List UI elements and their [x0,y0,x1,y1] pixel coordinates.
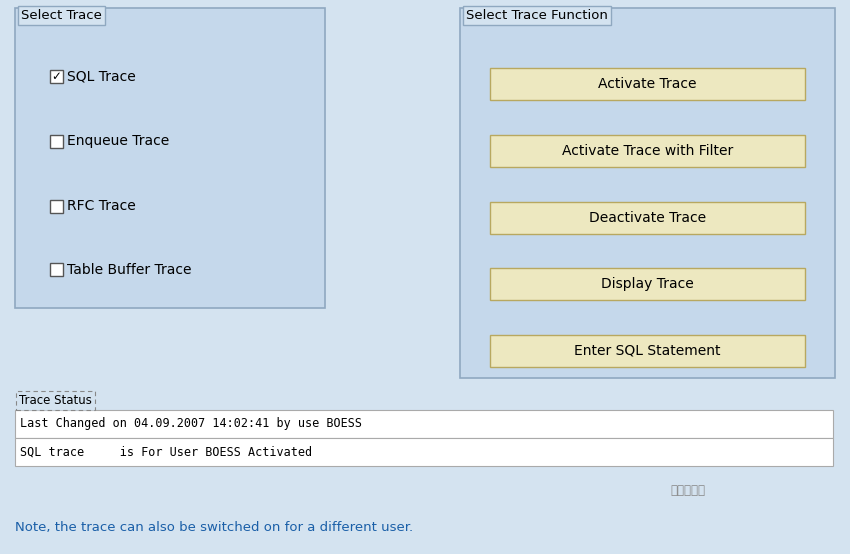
Bar [15,438,833,466]
Text: Activate Trace with Filter: Activate Trace with Filter [562,144,733,158]
Text: Last Changed on 04.09.2007 14:02:41 by use BOESS: Last Changed on 04.09.2007 14:02:41 by u… [20,418,362,430]
Bar [50,135,63,148]
Bar [490,135,805,167]
Bar [460,8,835,378]
Text: SQL Trace: SQL Trace [67,69,136,84]
Text: Activate Trace: Activate Trace [598,77,697,91]
Bar [490,335,805,367]
Bar [15,8,325,308]
Text: 码农干货铺: 码农干货铺 [670,484,705,496]
Text: Display Trace: Display Trace [601,277,694,291]
Bar [50,263,63,276]
Text: Deactivate Trace: Deactivate Trace [589,211,706,225]
Text: Enqueue Trace: Enqueue Trace [67,135,169,148]
Text: Trace Status: Trace Status [19,394,92,407]
Text: Enter SQL Statement: Enter SQL Statement [575,344,721,358]
Bar [15,410,833,438]
Bar [490,202,805,234]
Text: Note, the trace can also be switched on for a different user.: Note, the trace can also be switched on … [15,521,413,535]
Text: Select Trace: Select Trace [21,9,102,22]
Text: Table Buffer Trace: Table Buffer Trace [67,263,191,276]
Bar [490,268,805,300]
Bar [50,70,63,83]
Text: Select Trace Function: Select Trace Function [466,9,608,22]
Bar [490,68,805,100]
Text: SQL trace     is For User BOESS Activated: SQL trace is For User BOESS Activated [20,445,312,459]
Text: ✓: ✓ [52,70,61,83]
Bar [50,200,63,213]
Text: RFC Trace: RFC Trace [67,199,136,213]
